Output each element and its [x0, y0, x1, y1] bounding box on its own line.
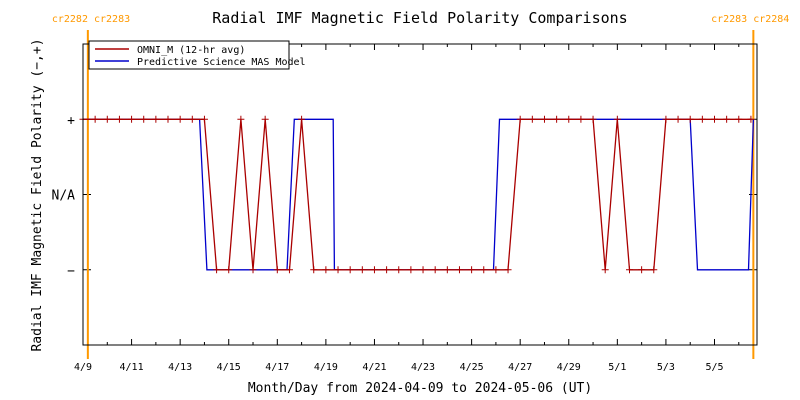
data-point [468, 266, 476, 274]
y-tick-label: + [67, 113, 75, 128]
legend-label: OMNI_M (12-hr avg) [137, 45, 245, 56]
carrington-rotation-label: cr2282 cr2283 [52, 14, 130, 25]
legend: OMNI_M (12-hr avg)Predictive Science MAS… [88, 40, 306, 70]
x-tick-label: 4/25 [460, 362, 484, 373]
data-point [322, 266, 330, 274]
data-point [480, 266, 488, 274]
data-point [516, 115, 524, 123]
data-point [710, 115, 718, 123]
x-tick-label: 4/15 [217, 362, 241, 373]
data-point [152, 115, 160, 123]
data-point [455, 266, 463, 274]
x-tick-label: 4/27 [508, 362, 532, 373]
data-point [650, 266, 658, 274]
data-point [686, 115, 694, 123]
data-point [346, 266, 354, 274]
x-tick-label: 5/1 [608, 362, 626, 373]
data-point [237, 115, 245, 123]
data-point [540, 115, 548, 123]
data-point [662, 115, 670, 123]
carrington-rotation-label: cr2283 cr2284 [711, 14, 789, 25]
data-point [261, 115, 269, 123]
data-point [601, 266, 609, 274]
data-point [407, 266, 415, 274]
data-point [431, 266, 439, 274]
series-line [83, 118, 751, 271]
data-point [443, 266, 451, 274]
data-point [285, 266, 293, 274]
data-point [103, 115, 111, 123]
data-point [383, 266, 391, 274]
data-point [273, 266, 281, 274]
data-point [249, 266, 257, 274]
data-point [625, 266, 633, 274]
data-point [553, 115, 561, 123]
data-point [492, 266, 500, 274]
data-point [370, 266, 378, 274]
data-point [638, 266, 646, 274]
x-tick-label: 5/3 [657, 362, 675, 373]
x-axis-label: Month/Day from 2024-04-09 to 2024-05-06 … [248, 381, 592, 396]
data-point [395, 266, 403, 274]
plot-frame [82, 43, 758, 346]
x-tick-label: 4/23 [411, 362, 435, 373]
data-point [334, 266, 342, 274]
data-point [735, 115, 743, 123]
x-tick-label: 4/11 [120, 362, 144, 373]
data-point [674, 115, 682, 123]
data-point [419, 266, 427, 274]
data-point [128, 115, 136, 123]
data-point [698, 115, 706, 123]
y-axis-label: Radial IMF Magnetic Field Polarity (−,+) [30, 38, 45, 351]
data-point [164, 115, 172, 123]
data-point [589, 115, 597, 123]
data-point [613, 115, 621, 123]
data-point [723, 115, 731, 123]
legend-box [88, 40, 290, 70]
carrington-markers: cr2282 cr2283 cr2283 cr2284 [52, 14, 789, 359]
x-tick-label: 4/29 [557, 362, 581, 373]
data-point [225, 266, 233, 274]
data-point [213, 266, 221, 274]
x-tick-label: 4/19 [314, 362, 338, 373]
axis-ticks: 4/9 4/11 4/13 4/15 4/17 4/19 4/21 4/23 4/25 4/27 4… [52, 44, 757, 373]
y-tick-label: − [67, 264, 75, 279]
data-point [176, 115, 184, 123]
data-point [565, 115, 573, 123]
x-tick-label: 4/13 [168, 362, 192, 373]
data-point [528, 115, 536, 123]
data-point [298, 115, 306, 123]
x-tick-label: 4/9 [74, 362, 92, 373]
y-tick-label: N/A [52, 189, 76, 204]
data-point [504, 266, 512, 274]
x-tick-label: 4/17 [265, 362, 289, 373]
data-point [358, 266, 366, 274]
series-line [83, 118, 755, 271]
x-tick-label: 4/21 [362, 362, 386, 373]
legend-label: Predictive Science MAS Model [137, 57, 306, 68]
chart-title: Radial IMF Magnetic Field Polarity Compa… [212, 9, 627, 27]
data-point [115, 115, 123, 123]
data-point [747, 115, 755, 123]
data-point [200, 115, 208, 123]
data-point [91, 115, 99, 123]
data-point [310, 266, 318, 274]
x-tick-label: 5/5 [705, 362, 723, 373]
series-layer [79, 115, 755, 274]
data-point [577, 115, 585, 123]
data-point [188, 115, 196, 123]
data-point [140, 115, 148, 123]
